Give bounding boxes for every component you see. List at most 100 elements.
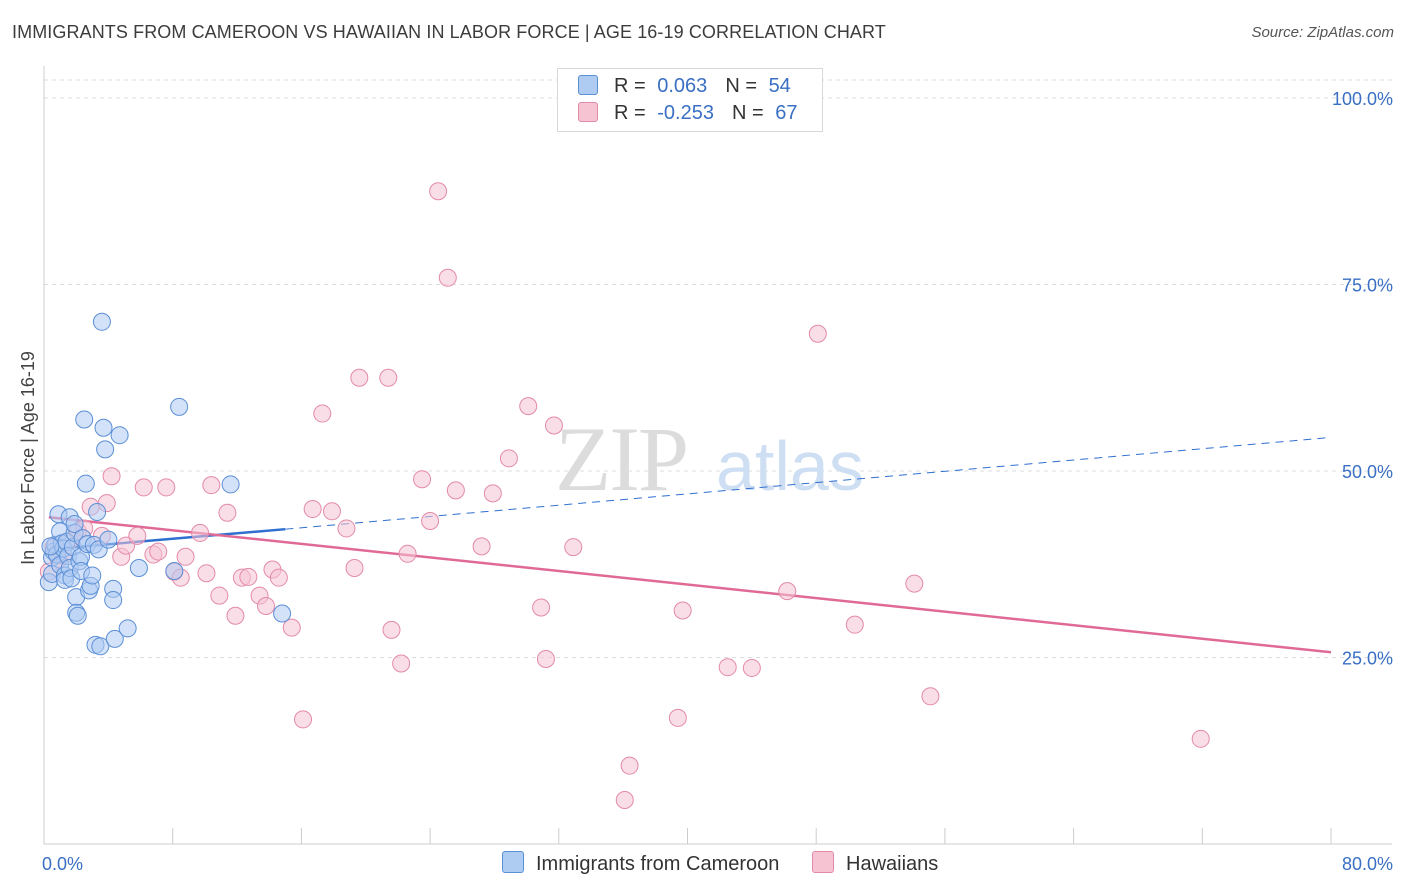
hawaiian-point xyxy=(149,542,168,561)
watermark: ZIP atlas xyxy=(555,408,864,510)
hawaiian-point xyxy=(350,368,369,387)
hawaiian-point xyxy=(191,523,210,542)
watermark-atlas: atlas xyxy=(716,427,864,505)
legend-n-label: N = xyxy=(731,102,764,124)
hawaiian-point xyxy=(210,586,229,605)
hawaiian-point xyxy=(905,574,924,593)
cameroon-point xyxy=(65,514,84,533)
hawaiian-point xyxy=(392,654,411,673)
axes xyxy=(43,66,1392,845)
blue-swatch xyxy=(502,851,524,873)
legend-r-label: R = xyxy=(614,75,646,97)
watermark-zip: ZIP xyxy=(555,408,687,510)
y-tick-label: 25.0% xyxy=(1342,649,1393,669)
legend-r-label: R = xyxy=(614,102,646,124)
hawaiian-point xyxy=(269,568,288,587)
stats-legend: R = 0.063 N = 54 R = -0.253 N = 67 xyxy=(557,68,823,132)
hawaiian-point xyxy=(921,687,940,706)
cameroon-point xyxy=(104,591,123,610)
x-tick-label: 0.0% xyxy=(42,854,83,874)
hawaiian-point xyxy=(382,620,401,639)
x-tick-label: 80.0% xyxy=(1342,854,1393,874)
hawaiian-point xyxy=(446,481,465,500)
hawaiian-point xyxy=(322,502,341,521)
cameroon-point xyxy=(75,410,94,429)
hawaiian-point xyxy=(845,615,864,634)
cameroon-point xyxy=(91,637,110,656)
cameroon-point xyxy=(129,558,148,577)
cameroon-trend-dashed xyxy=(285,436,1332,530)
hawaiian-point xyxy=(398,544,417,563)
hawaiian-point xyxy=(544,416,563,435)
legend-r-value: -0.253 xyxy=(657,102,714,124)
cameroon-point xyxy=(118,619,137,638)
cameroon-point xyxy=(83,566,102,585)
hawaiian-point xyxy=(472,537,491,556)
legend-n-value: 54 xyxy=(768,75,791,97)
y-tick-label: 75.0% xyxy=(1342,276,1393,296)
hawaiian-point xyxy=(226,606,245,625)
cameroon-point xyxy=(105,629,124,648)
hawaiian-point xyxy=(337,519,356,538)
bottom-legend-hawaiians: Hawaiians xyxy=(812,851,938,877)
hawaiian-point xyxy=(345,558,364,577)
hawaiian-point xyxy=(564,538,583,557)
hawaiian-point xyxy=(303,500,322,519)
hawaiian-point xyxy=(483,484,502,503)
hawaiian-point xyxy=(313,404,332,423)
hawaiian-point xyxy=(294,710,313,729)
data-points xyxy=(39,182,1210,809)
hawaiian-point xyxy=(202,476,221,495)
bottom-legend-cameroon: Immigrants from Cameroon xyxy=(502,851,779,877)
hawaiian-point xyxy=(438,268,457,287)
legend-r-value: 0.063 xyxy=(657,75,708,97)
hawaiian-point xyxy=(421,511,440,530)
hawaiian-point xyxy=(257,597,276,616)
legend-row-cameroon: R = 0.063 N = 54 xyxy=(578,75,791,101)
bottom-legend-label: Hawaiians xyxy=(846,853,939,875)
cameroon-point xyxy=(165,561,184,580)
cameroon-point xyxy=(99,530,118,549)
cameroon-point xyxy=(96,440,115,459)
hawaiian-point xyxy=(673,601,692,620)
hawaiian-point xyxy=(718,658,737,677)
chart-title: IMMIGRANTS FROM CAMEROON VS HAWAIIAN IN … xyxy=(12,22,886,42)
y-tick-label: 50.0% xyxy=(1342,462,1393,482)
hawaiian-point xyxy=(1191,729,1210,748)
hawaiian-point xyxy=(218,503,237,522)
cameroon-point xyxy=(94,418,113,437)
legend-n-value: 67 xyxy=(775,102,798,124)
hawaiian-trend-line xyxy=(48,516,1332,654)
hawaiian-point xyxy=(176,547,195,566)
hawaiian-point xyxy=(499,449,518,468)
legend-row-hawaiians: R = -0.253 N = 67 xyxy=(578,102,797,128)
cameroon-point xyxy=(88,503,107,522)
hawaiian-point xyxy=(620,756,639,775)
hawaiian-point xyxy=(429,182,448,201)
hawaiian-point xyxy=(157,478,176,497)
cameroon-point xyxy=(221,475,240,494)
pink-swatch xyxy=(578,102,598,122)
tick-labels: 25.0% 50.0% 75.0% 100.0% 0.0% 80.0% xyxy=(42,89,1393,874)
hawaiian-point xyxy=(615,790,634,809)
hawaiian-point xyxy=(102,467,121,486)
legend-n-label: N = xyxy=(725,75,757,97)
hawaiian-point xyxy=(413,470,432,489)
cameroon-point xyxy=(92,312,111,331)
cameroon-point xyxy=(110,426,129,445)
cameroon-point xyxy=(273,604,292,623)
source-label: Source: ZipAtlas.com xyxy=(1251,24,1394,41)
hawaiian-point xyxy=(742,658,761,677)
y-axis-label: In Labor Force | Age 16-19 xyxy=(18,351,38,565)
hawaiian-point xyxy=(808,324,827,343)
cameroon-point xyxy=(41,537,60,556)
hawaiian-point xyxy=(519,397,538,416)
pink-swatch xyxy=(812,851,834,873)
blue-swatch xyxy=(578,75,598,95)
cameroon-point xyxy=(170,397,189,416)
hawaiian-point xyxy=(239,567,258,586)
hawaiian-point xyxy=(134,478,153,497)
y-tick-label: 100.0% xyxy=(1332,89,1393,109)
hawaiian-point xyxy=(128,526,147,545)
